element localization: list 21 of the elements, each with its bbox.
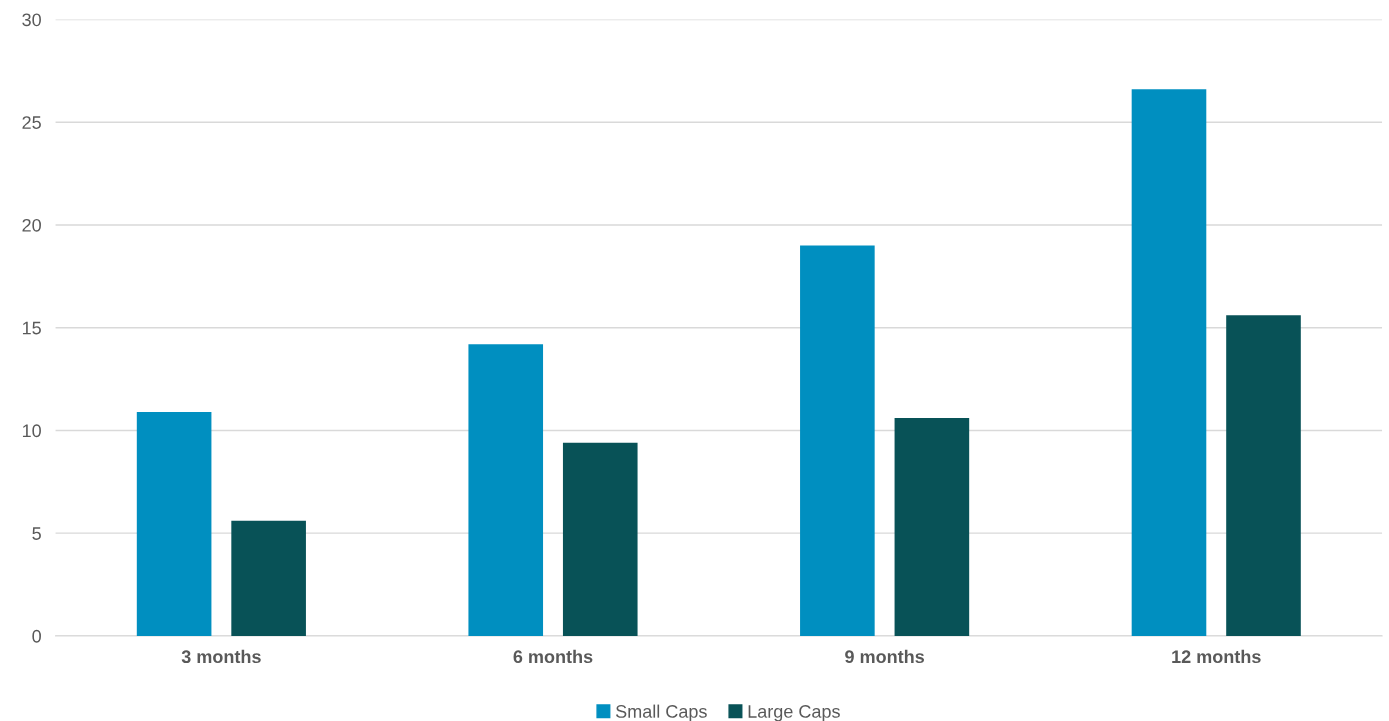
bar xyxy=(1131,89,1207,636)
y-tick-label: 25 xyxy=(22,116,41,129)
x-tick-label: 12 months xyxy=(1172,649,1261,664)
y-tick-label: 15 xyxy=(22,321,41,335)
y-tick-label: 10 xyxy=(22,424,41,438)
x-tick-label: 6 months xyxy=(513,649,593,664)
bar xyxy=(468,344,544,636)
y-tick-label: 5 xyxy=(32,527,41,540)
x-tick-label: 9 months xyxy=(845,649,925,664)
bar xyxy=(231,520,306,636)
bar xyxy=(136,411,212,636)
bar xyxy=(894,418,970,636)
legend-label: Small Caps xyxy=(615,704,707,721)
x-tick-label: 3 months xyxy=(181,649,261,664)
y-tick-label: 30 xyxy=(22,13,41,27)
bar xyxy=(800,245,875,636)
y-tick-label: 0 xyxy=(32,629,41,643)
bar xyxy=(1226,315,1301,636)
bar xyxy=(562,442,638,636)
y-tick-label: 20 xyxy=(22,218,41,232)
legend-label: Large Caps xyxy=(748,705,840,721)
